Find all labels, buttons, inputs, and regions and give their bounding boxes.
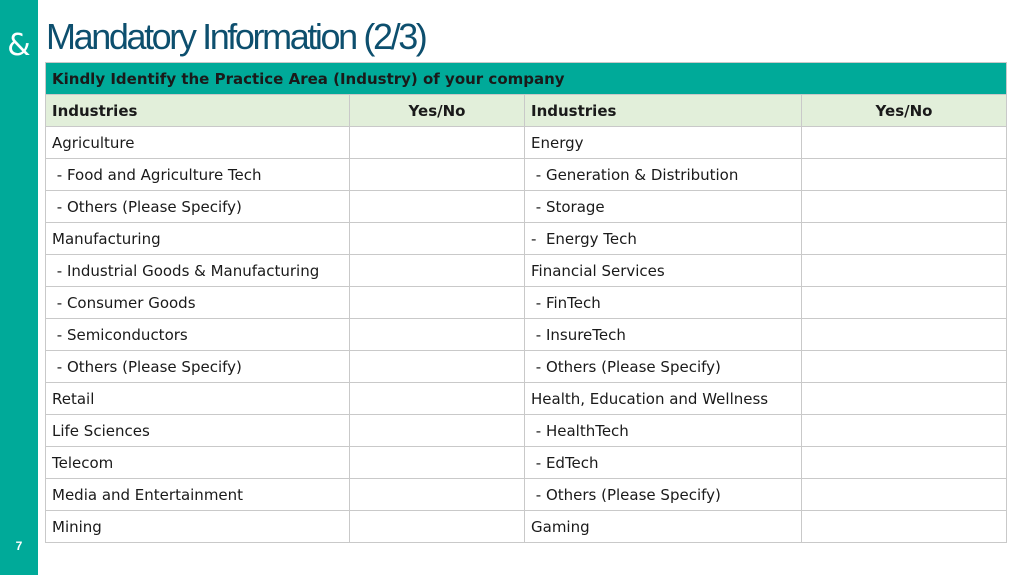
industry-cell-right: - Others (Please Specify) [524,350,802,383]
table-row: - Food and Agriculture Tech - Generation… [45,158,1008,191]
yes-no-input-right[interactable] [800,286,1008,319]
table-row: - Consumer Goods - FinTech [45,286,1008,319]
yes-no-input-right[interactable] [800,254,1008,287]
table-row: Retail Health, Education and Wellness [45,382,1008,415]
table-row: Mining Gaming [45,510,1008,543]
yes-no-input-right[interactable] [800,446,1008,479]
industry-cell-left: - Semiconductors [45,318,350,351]
yes-no-input-left[interactable] [349,382,525,415]
yes-no-input-right[interactable] [800,318,1008,351]
yes-no-input-right[interactable] [800,350,1008,383]
ampersand-logo-icon: & [7,28,31,63]
industry-cell-left: Media and Entertainment [45,478,350,511]
yes-no-input-left[interactable] [349,446,525,479]
industry-cell-right: - HealthTech [524,414,802,447]
yes-no-input-left[interactable] [349,510,525,543]
industry-cell-left: Telecom [45,446,350,479]
table-row: Life Sciences - HealthTech [45,414,1008,447]
yes-no-input-right[interactable] [800,478,1008,511]
yes-no-input-left[interactable] [349,350,525,383]
industry-cell-left: Agriculture [45,126,350,159]
yes-no-input-left[interactable] [349,190,525,223]
yes-no-input-right[interactable] [800,158,1008,191]
yes-no-input-right[interactable] [800,510,1008,543]
table-row: Manufacturing - Energy Tech [45,222,1008,255]
industry-cell-right: - Others (Please Specify) [524,478,802,511]
table-header-row: Industries Yes/No Industries Yes/No [45,94,1008,127]
table-banner-row: Kindly Identify the Practice Area (Indus… [44,62,1008,95]
table-row: Telecom - EdTech [45,446,1008,479]
industry-cell-right: - Energy Tech [524,222,802,255]
yes-no-input-right[interactable] [800,126,1008,159]
yes-no-input-right[interactable] [800,190,1008,223]
industry-cell-right: - Generation & Distribution [524,158,802,191]
page-title: Mandatory Information (2/3) [46,16,428,57]
industry-cell-right: - EdTech [524,446,802,479]
header-industries-right: Industries [524,94,802,127]
industry-cell-left: Retail [45,382,350,415]
industry-cell-left: - Others (Please Specify) [45,350,350,383]
table-banner: Kindly Identify the Practice Area (Indus… [44,62,1008,95]
yes-no-input-left[interactable] [349,126,525,159]
yes-no-input-left[interactable] [349,318,525,351]
yes-no-input-left[interactable] [349,254,525,287]
table-row: Agriculture Energy [45,126,1008,159]
table-row: - Others (Please Specify) - Storage [45,190,1008,223]
industry-table: Kindly Identify the Practice Area (Indus… [44,62,1008,543]
yes-no-input-left[interactable] [349,414,525,447]
industry-cell-right: - FinTech [524,286,802,319]
industry-cell-left: - Food and Agriculture Tech [45,158,350,191]
industry-cell-left: Manufacturing [45,222,350,255]
table-row: - Industrial Goods & Manufacturing Financ… [45,254,1008,287]
table-row: - Semiconductors - InsureTech [45,318,1008,351]
industry-cell-right: - InsureTech [524,318,802,351]
yes-no-input-right[interactable] [800,382,1008,415]
yes-no-input-right[interactable] [800,414,1008,447]
yes-no-input-left[interactable] [349,286,525,319]
page-number: 7 [15,539,23,553]
industry-cell-left: - Consumer Goods [45,286,350,319]
industry-cell-right: Energy [524,126,802,159]
yes-no-input-right[interactable] [800,222,1008,255]
industry-cell-left: - Industrial Goods & Manufacturing [45,254,350,287]
yes-no-input-left[interactable] [349,222,525,255]
header-industries-left: Industries [45,94,350,127]
industry-cell-left: - Others (Please Specify) [45,190,350,223]
industry-cell-left: Life Sciences [45,414,350,447]
yes-no-input-left[interactable] [349,478,525,511]
industry-cell-right: Gaming [524,510,802,543]
table-row: - Others (Please Specify) - Others (Plea… [45,350,1008,383]
industry-cell-right: - Storage [524,190,802,223]
table-row: Media and Entertainment - Others (Please… [45,478,1008,511]
industry-cell-right: Financial Services [524,254,802,287]
header-yes-no-left: Yes/No [349,94,525,127]
side-bar [0,0,38,575]
yes-no-input-left[interactable] [349,158,525,191]
industry-cell-right: Health, Education and Wellness [524,382,802,415]
header-yes-no-right: Yes/No [800,94,1008,127]
industry-cell-left: Mining [45,510,350,543]
